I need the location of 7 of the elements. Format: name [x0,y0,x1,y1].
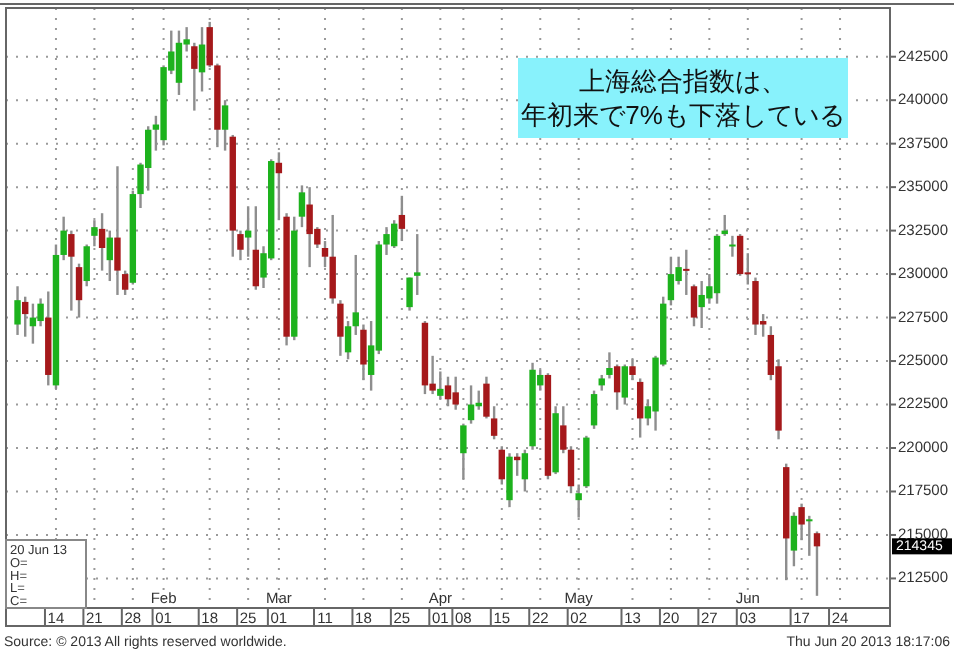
candlestick [813,530,821,598]
candlestick [175,29,183,97]
annotation: 年初来で7%も下落している [521,100,845,130]
annotation: 上海総合指数は、 [579,66,787,96]
candlestick [14,285,21,337]
candlestick [114,165,121,297]
candlestick [729,234,736,258]
